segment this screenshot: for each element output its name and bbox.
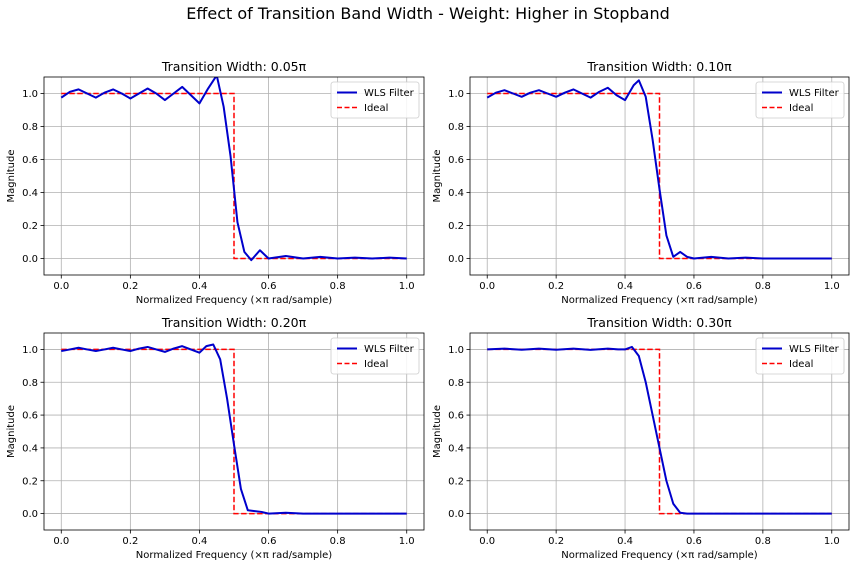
wls-filter-line <box>486 79 832 260</box>
y-tick-label: 0.4 <box>448 188 464 199</box>
x-tick-label: 0.2 <box>548 281 564 292</box>
y-tick-label: 0.0 <box>22 254 38 265</box>
series-group <box>486 79 832 260</box>
subplot-title: Transition Width: 0.30π <box>586 315 732 330</box>
x-axis-label: Normalized Frequency (×π rad/sample) <box>136 550 333 561</box>
x-tick-label: 0.8 <box>330 281 346 292</box>
y-tick-label: 0.4 <box>22 443 38 454</box>
x-tick-label: 0.2 <box>548 536 564 547</box>
subplots: 0.0 0.2 0.4 0.6 0.8 1.0 0.0 0.2 0.4 0.6 0.8 1.0 Tran… <box>6 59 850 561</box>
x-tick-label: 0.8 <box>330 536 346 547</box>
wls-filter-line <box>61 343 407 515</box>
wls-filter-line <box>487 345 832 515</box>
y-tick-label: 0.8 <box>448 378 464 389</box>
y-tick-label: 0.6 <box>22 155 38 166</box>
x-tick-label: 1.0 <box>399 536 415 547</box>
subplot-title: Transition Width: 0.05π <box>161 59 307 74</box>
y-tick-label: 0.8 <box>22 122 38 133</box>
y-tick-label: 0.4 <box>22 188 38 199</box>
legend-label: WLS Filter <box>789 88 840 99</box>
series-group <box>61 343 407 515</box>
legend-label: WLS Filter <box>364 88 415 99</box>
x-axis-label: Normalized Frequency (×π rad/sample) <box>136 295 333 306</box>
series-group <box>487 345 832 515</box>
legend-label: WLS Filter <box>789 344 840 355</box>
axes-frame <box>43 332 425 531</box>
x-tick-label: 0.4 <box>617 536 633 547</box>
legend-box <box>755 81 845 119</box>
ideal-line <box>61 92 407 260</box>
y-tick-label: 0.8 <box>448 122 464 133</box>
x-tick-label: 0.2 <box>122 536 138 547</box>
y-axis-label: Magnitude <box>432 150 443 203</box>
legend: WLS Filter Ideal <box>330 337 420 375</box>
axes-frame <box>43 76 425 276</box>
legend-box <box>330 81 420 119</box>
x-tick-label: 0.4 <box>192 536 208 547</box>
y-axis-label: Magnitude <box>432 405 443 458</box>
y-tick-label: 0.2 <box>448 221 464 232</box>
legend-label: WLS Filter <box>364 344 415 355</box>
x-tick-label: 0.0 <box>479 281 495 292</box>
legend: WLS Filter Ideal <box>755 337 845 375</box>
subplot-1: 0.0 0.2 0.4 0.6 0.8 1.0 0.0 0.2 0.4 0.6 0.8 1.0 Tran… <box>6 59 425 306</box>
y-tick-label: 0.4 <box>448 443 464 454</box>
y-tick-label: 0.0 <box>448 254 464 265</box>
y-tick-label: 0.8 <box>22 378 38 389</box>
x-axis-label: Normalized Frequency (×π rad/sample) <box>561 295 758 306</box>
x-tick-label: 1.0 <box>824 281 840 292</box>
x-tick-label: 0.8 <box>755 536 771 547</box>
x-tick-label: 0.4 <box>192 281 208 292</box>
x-axis-label: Normalized Frequency (×π rad/sample) <box>561 550 758 561</box>
x-tick-label: 1.0 <box>399 281 415 292</box>
x-tick-label: 0.0 <box>53 536 69 547</box>
legend-label: Ideal <box>789 103 813 114</box>
y-tick-label: 0.0 <box>22 509 38 520</box>
legend-label: Ideal <box>789 359 813 370</box>
subplot-4: 0.0 0.2 0.4 0.6 0.8 1.0 0.0 0.2 0.4 0.6 0.8 1.0 Tran… <box>432 315 850 561</box>
x-tick-label: 0.6 <box>686 536 702 547</box>
series-group <box>60 77 407 262</box>
subplot-title: Transition Width: 0.20π <box>161 315 307 330</box>
figure-title: Effect of Transition Band Width - Weight… <box>186 4 670 23</box>
wls-filter-line <box>60 77 407 262</box>
y-tick-label: 1.0 <box>448 345 464 356</box>
y-tick-label: 0.2 <box>22 221 38 232</box>
x-tick-label: 0.0 <box>53 281 69 292</box>
y-axis-label: Magnitude <box>6 150 17 203</box>
x-tick-label: 0.6 <box>261 536 277 547</box>
axes-frame <box>469 332 850 531</box>
y-tick-label: 0.6 <box>448 155 464 166</box>
y-tick-label: 0.2 <box>448 476 464 487</box>
x-tick-label: 0.0 <box>479 536 495 547</box>
legend: WLS Filter Ideal <box>755 81 845 119</box>
y-tick-label: 1.0 <box>448 89 464 100</box>
x-tick-label: 0.6 <box>261 281 277 292</box>
x-tick-label: 0.8 <box>755 281 771 292</box>
y-tick-label: 0.2 <box>22 476 38 487</box>
y-tick-label: 1.0 <box>22 345 38 356</box>
y-tick-label: 1.0 <box>22 89 38 100</box>
legend-box <box>330 337 420 375</box>
legend-label: Ideal <box>364 359 388 370</box>
x-tick-label: 1.0 <box>824 536 840 547</box>
legend-label: Ideal <box>364 103 388 114</box>
y-tick-label: 0.0 <box>448 509 464 520</box>
x-tick-label: 0.6 <box>686 281 702 292</box>
subplot-3: 0.0 0.2 0.4 0.6 0.8 1.0 0.0 0.2 0.4 0.6 0.8 1.0 Tran… <box>6 315 425 561</box>
subplot-title: Transition Width: 0.10π <box>586 59 732 74</box>
subplot-2: 0.0 0.2 0.4 0.6 0.8 1.0 0.0 0.2 0.4 0.6 0.8 1.0 Tran… <box>432 59 850 306</box>
legend: WLS Filter Ideal <box>330 81 420 119</box>
y-axis-label: Magnitude <box>6 405 17 458</box>
y-tick-label: 0.6 <box>448 411 464 422</box>
legend-box <box>755 337 845 375</box>
y-tick-label: 0.6 <box>22 411 38 422</box>
axes-frame <box>469 76 850 276</box>
x-tick-label: 0.2 <box>122 281 138 292</box>
x-tick-label: 0.4 <box>617 281 633 292</box>
